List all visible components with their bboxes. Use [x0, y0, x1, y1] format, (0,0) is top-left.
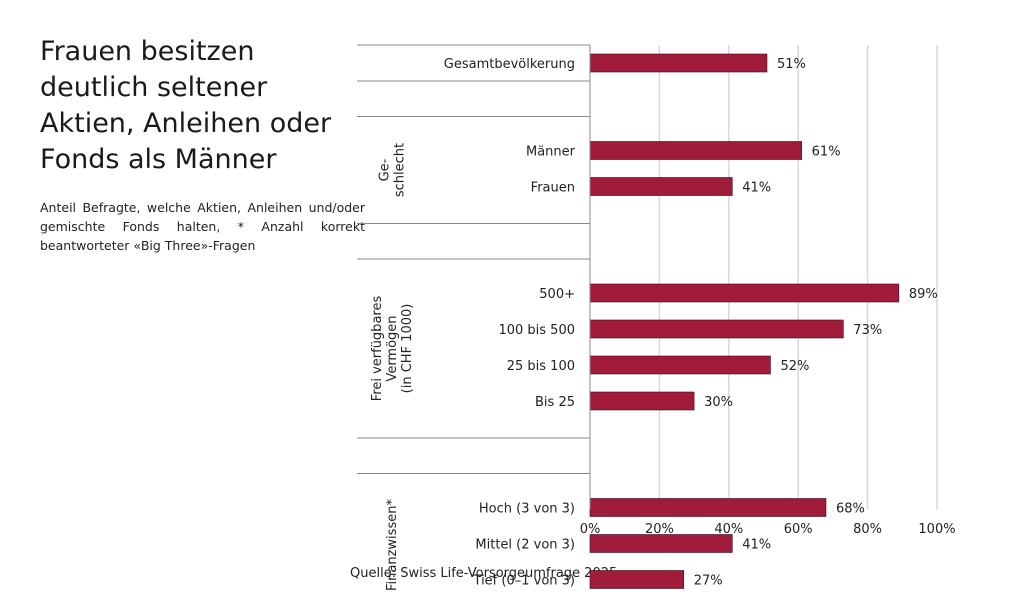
bar — [589, 534, 733, 553]
group-label: Vermögen — [385, 315, 400, 381]
category-label: Mittel (2 von 3) — [475, 538, 575, 553]
category-label: Gesamtbevölkerung — [444, 57, 575, 72]
category-label: 100 bis 500 — [498, 323, 575, 338]
data-label: 61% — [812, 145, 841, 160]
group-label: Frei verfügbares — [370, 296, 385, 402]
chart-title: Frauen besitzen deutlich seltener Aktien… — [40, 36, 332, 175]
chart-subtitle: Anteil Befragte, welche Aktien, Anleihen… — [40, 200, 365, 253]
bar — [589, 177, 733, 196]
group-label: Ge- — [378, 158, 393, 181]
x-tick-label: 40% — [714, 522, 743, 537]
data-label: 73% — [853, 323, 882, 338]
bar — [589, 283, 900, 303]
bar — [589, 53, 768, 73]
bar — [589, 570, 684, 589]
group-label: (in CHF 1000) — [400, 304, 415, 394]
data-label: 52% — [780, 359, 809, 374]
category-label: Bis 25 — [535, 395, 575, 410]
category-label: 500+ — [539, 287, 575, 302]
data-label: 30% — [704, 395, 733, 410]
data-label: 89% — [909, 287, 938, 302]
x-tick-label: 80% — [853, 522, 882, 537]
data-label: 27% — [694, 574, 723, 589]
category-label: Tief (0–1 von 3) — [473, 574, 575, 589]
bar — [589, 319, 844, 339]
bar — [589, 391, 695, 411]
category-label: Männer — [526, 145, 576, 160]
x-tick-label: 60% — [784, 522, 813, 537]
bar — [589, 141, 802, 160]
category-label: 25 bis 100 — [507, 359, 575, 374]
source-note: Quelle: Swiss Life-Vorsorgeumfrage 2025 — [350, 566, 618, 581]
x-tick-label: 100% — [918, 522, 955, 537]
group-label: schlecht — [393, 143, 408, 197]
category-label: Hoch (3 von 3) — [479, 502, 575, 517]
data-label: 68% — [836, 502, 865, 517]
data-label: 41% — [742, 538, 771, 553]
bar — [589, 498, 827, 517]
x-tick-label: 20% — [645, 522, 674, 537]
data-label: 41% — [742, 181, 771, 196]
x-tick-label: 0% — [580, 522, 601, 537]
bar — [589, 355, 771, 375]
category-label: Frauen — [531, 181, 575, 196]
data-label: 51% — [777, 57, 806, 72]
group-label: Finanzwissen* — [385, 499, 400, 591]
